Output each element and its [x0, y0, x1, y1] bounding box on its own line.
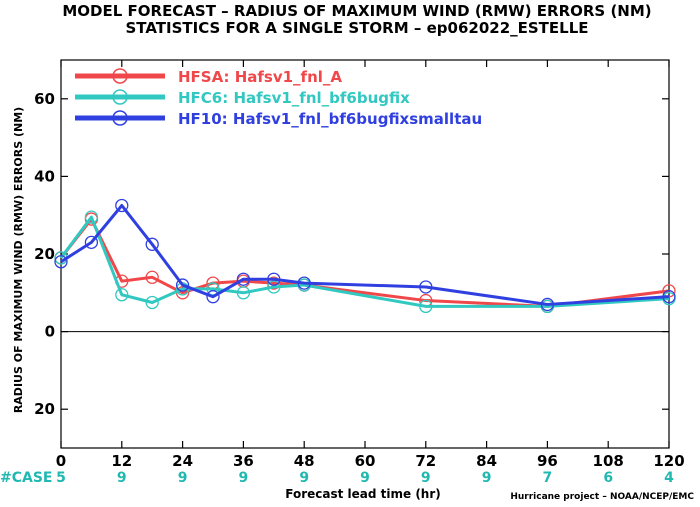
y-tick-label: 40	[34, 167, 55, 185]
data-point-hfc6	[419, 299, 433, 314]
case-count: 9	[239, 470, 249, 486]
data-point-hf10	[145, 237, 159, 251]
case-label: #CASE	[0, 470, 53, 486]
x-axis-label: Forecast lead time (hr)	[285, 487, 441, 501]
data-point-hf10	[206, 290, 220, 304]
data-point-hf10	[115, 198, 129, 213]
series-layer	[54, 198, 676, 333]
y-tick-label: 0	[45, 323, 55, 341]
case-count: 9	[421, 470, 431, 486]
x-tick-label: 24	[172, 452, 193, 470]
data-point-hf10	[54, 255, 68, 269]
x-tick-label: 72	[415, 452, 436, 470]
x-tick-label: 48	[294, 452, 315, 470]
data-point-hf10	[297, 276, 311, 290]
legend: HFSA: Hafsv1_fnl_A HFC6: Hafsv1_fnl_bf6bu…	[75, 68, 482, 128]
series-line-hfsa	[59, 217, 670, 308]
chart-title-line2: STATISTICS FOR A SINGLE STORM – ep062022…	[125, 19, 588, 37]
data-point-hf10	[267, 272, 281, 286]
data-point-hfc6	[267, 280, 281, 294]
data-point-hfc6	[206, 282, 220, 296]
y-tick-label: 20	[34, 245, 55, 263]
data-point-hf10	[84, 235, 99, 250]
data-point-hf10	[236, 272, 251, 286]
legend-label-hfc6: HFC6: Hafsv1_fnl_bf6bugfix	[178, 89, 410, 107]
case-count-row: 5 9 9 9 9 9 9 9 7 6 4	[56, 470, 674, 486]
data-point-hf10	[662, 290, 676, 304]
x-tick-label: 108	[593, 452, 624, 470]
legend-label-hfsa: HFSA: Hafsv1_fnl_A	[178, 68, 342, 86]
data-point-hfc6	[145, 295, 159, 310]
case-count: 6	[603, 470, 613, 486]
data-point-hfc6	[84, 210, 99, 224]
case-count: 9	[299, 470, 309, 486]
data-point-hfsa	[145, 270, 159, 284]
case-count: 9	[117, 470, 127, 486]
y-tick-label: 60	[34, 90, 55, 108]
series-line-hf10	[60, 204, 670, 306]
data-point-hfsa	[267, 276, 281, 290]
data-point-hfc6	[236, 286, 251, 300]
data-point-hf10	[540, 297, 555, 312]
legend-marker-hfc6	[112, 89, 128, 105]
case-count: 9	[178, 470, 188, 486]
legend-marker-hf10	[112, 110, 128, 126]
x-tick-label: 120	[653, 452, 684, 470]
legend-label-hf10: HF10: Hafsv1_fnl_bf6bugfixsmalltau	[178, 110, 482, 128]
data-point-hfc6	[115, 288, 129, 302]
case-count: 9	[360, 470, 370, 486]
legend-marker-hfsa	[112, 68, 128, 84]
x-tick-label: 96	[537, 452, 558, 470]
series-line-hfc6	[59, 215, 670, 308]
y-axis-label: RADIUS OF MAXIMUM WIND (RMW) ERRORS (NM)	[12, 107, 25, 413]
case-count: 7	[543, 470, 553, 486]
case-count: 4	[664, 470, 674, 486]
case-count: 9	[482, 470, 492, 486]
x-tick-label: 36	[233, 452, 254, 470]
y-tick-label: 20	[34, 400, 55, 418]
data-point-hf10	[175, 278, 190, 292]
credit-text: Hurricane project – NOAA/NCEP/EMC	[510, 492, 694, 502]
x-tick-label: 0	[56, 452, 66, 470]
data-point-hf10	[419, 280, 433, 294]
case-count: 5	[56, 470, 66, 486]
chart-title-line1: MODEL FORECAST – RADIUS OF MAXIMUM WIND …	[62, 2, 651, 20]
axis-ticks: 0 12 24 36 48 60 72 84 96 108 120 20 0 20 40 60	[34, 60, 685, 470]
x-tick-label: 84	[476, 452, 497, 470]
x-tick-label: 12	[111, 452, 132, 470]
x-tick-label: 60	[355, 452, 376, 470]
